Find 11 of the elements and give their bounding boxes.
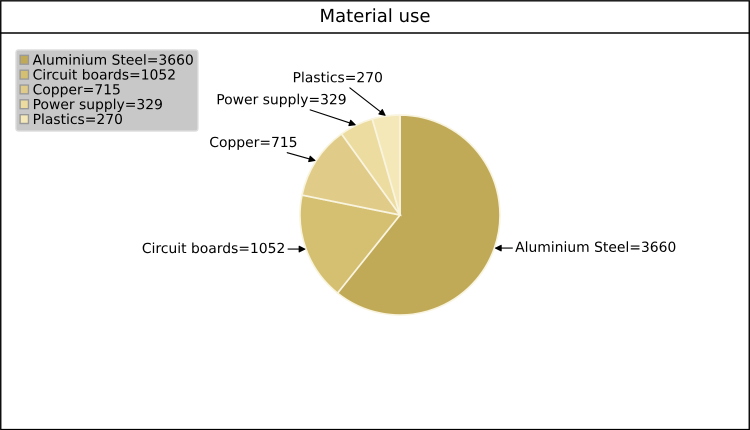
legend-label: Plastics=270	[34, 113, 122, 124]
slice-label: Circuit boards=1052	[142, 242, 284, 254]
legend-label: Circuit boards=1052	[33, 68, 175, 80]
slice-label: Copper=715	[210, 136, 296, 150]
slice-label: Power supply=329	[218, 94, 346, 108]
legend-label: Copper=715	[33, 84, 120, 98]
legend-label: Power supply=329	[34, 98, 162, 112]
legend-label: Aluminium Steel=3660	[32, 54, 193, 65]
slice-label: Aluminium Steel=3660	[515, 241, 676, 252]
slice-label: Plastics=270	[294, 72, 382, 82]
chart-title: Material use	[321, 8, 430, 22]
